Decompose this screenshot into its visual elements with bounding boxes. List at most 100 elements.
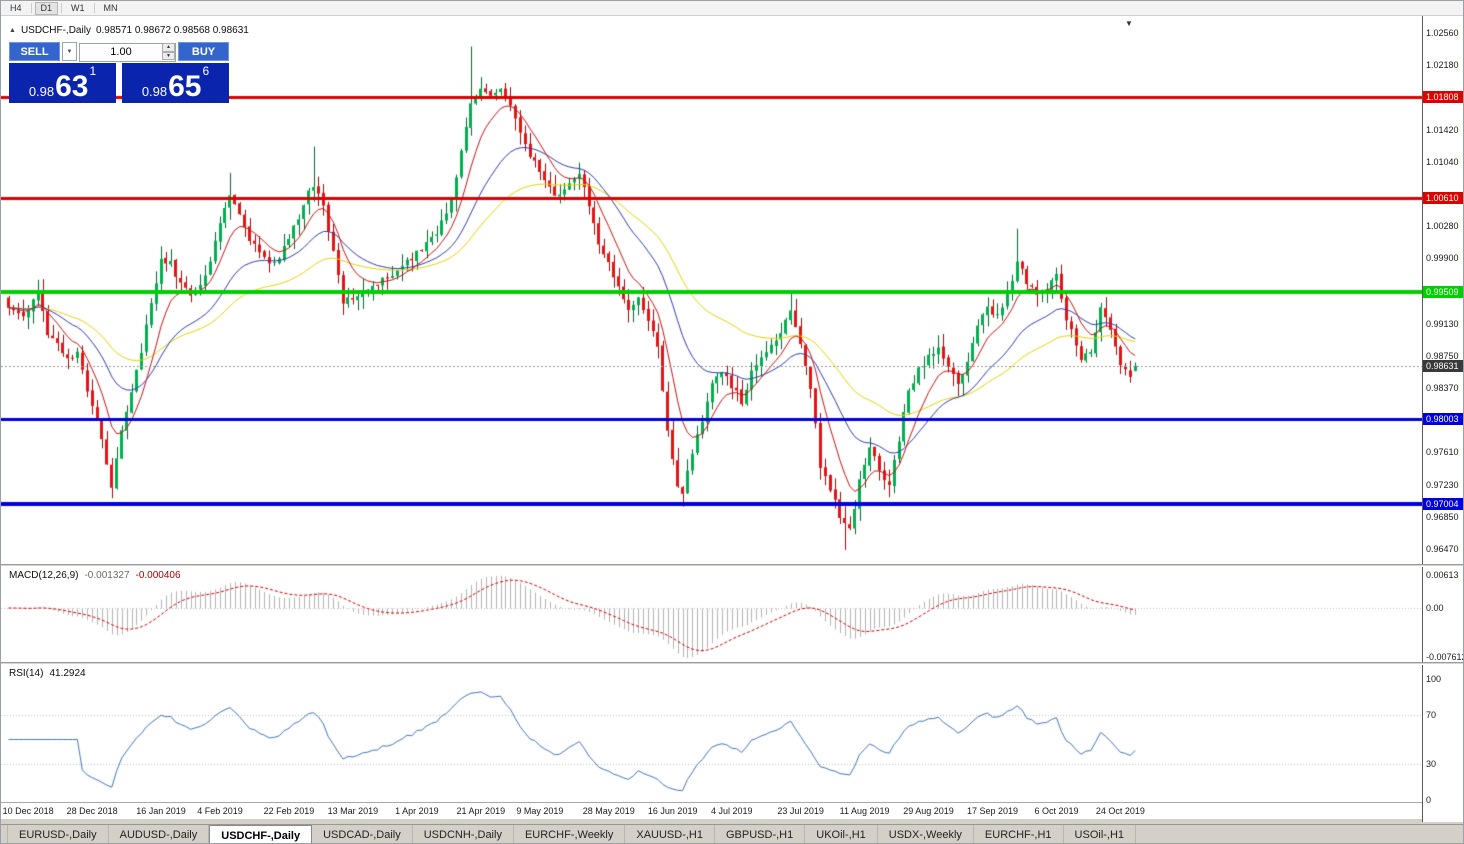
axis-tick: 1.01420: [1426, 124, 1459, 135]
date-label: 17 Sep 2019: [966, 806, 1019, 816]
date-label: 28 Dec 2018: [66, 806, 118, 816]
volume-decrement-button[interactable]: ▼: [162, 51, 175, 60]
collapse-panel-icon[interactable]: ▲: [9, 27, 16, 34]
buy-button[interactable]: BUY: [178, 42, 229, 61]
sell-price-pip-digit: 1: [89, 64, 97, 78]
price-level-badge: 0.98003: [1423, 413, 1463, 426]
macd-signal-value: -0.000406: [135, 570, 181, 581]
sell-button[interactable]: SELL: [9, 42, 60, 61]
date-label: 1 Apr 2019: [395, 806, 439, 816]
timeframe-w1[interactable]: W1: [65, 2, 91, 15]
volume-preset-dropdown[interactable]: ▼: [62, 42, 77, 61]
axis-tick: 70: [1426, 710, 1437, 721]
chart-tab-eurchf-h1[interactable]: EURCHF-,H1: [974, 825, 1064, 843]
macd-indicator-name: MACD(12,26,9): [9, 570, 79, 581]
axis-tick: 100: [1426, 674, 1442, 684]
rsi-indicator-name: RSI(14): [9, 668, 44, 679]
date-label: 16 Jan 2019: [136, 806, 186, 816]
date-label: 24 Oct 2019: [1095, 806, 1145, 816]
chart-tab-usoil-h1[interactable]: USOil-,H1: [1064, 825, 1137, 843]
chart-tab-usdx-weekly[interactable]: USDX-,Weekly: [878, 825, 974, 843]
macd-main-value: -0.001327: [84, 570, 130, 581]
volume-input[interactable]: [79, 42, 176, 62]
volume-increment-button[interactable]: ▲: [162, 43, 175, 52]
main-chart-canvas[interactable]: [1, 16, 1422, 564]
date-label: 4 Feb 2019: [197, 806, 243, 816]
trade-buttons-row: SELL ▼ ▲ ▼ BUY: [9, 42, 229, 62]
date-label: 21 Apr 2019: [456, 806, 506, 816]
timeframe-toolbar: H4 D1 W1 MN: [1, 1, 1463, 16]
chart-tab-eurchf-weekly[interactable]: EURCHF-,Weekly: [514, 825, 626, 843]
trade-prices-row: 0.98 63 1 0.98 65 6: [9, 63, 229, 103]
toolbar-separator: [61, 3, 63, 13]
macd-canvas[interactable]: [1, 567, 1422, 662]
axis-tick: 0.97230: [1426, 479, 1459, 490]
one-click-trading-panel: SELL ▼ ▲ ▼ BUY 0.98 63 1 0.98 65 6: [9, 42, 229, 103]
axis-tick: 0.99900: [1426, 253, 1459, 264]
rsi-label: RSI(14) 41.2924: [9, 668, 86, 679]
buy-price-display[interactable]: 0.98 65 6: [122, 63, 229, 103]
axis-tick: 30: [1426, 758, 1437, 769]
axis-tick: 0: [1426, 795, 1432, 805]
date-label: 29 Aug 2019: [903, 806, 954, 816]
rsi-value: 41.2924: [49, 668, 86, 679]
toolbar-separator: [30, 3, 32, 13]
axis-tick: -0.007612: [1426, 652, 1464, 662]
timeframe-h4[interactable]: H4: [4, 2, 28, 15]
timeframe-d1[interactable]: D1: [34, 1, 59, 15]
chart-symbol-title: USDCHF-,Daily: [20, 25, 91, 36]
date-label: 28 May 2019: [582, 806, 635, 816]
price-axis: 1.02560 1.02180 1.01420 1.01040 1.00280 0.999…: [1422, 16, 1464, 822]
date-label: 13 Mar 2019: [327, 806, 379, 816]
sell-price-display[interactable]: 0.98 63 1: [9, 63, 116, 103]
chart-tab-usdchf-daily[interactable]: USDCHF-,Daily: [209, 825, 313, 843]
axis-tick: 0.98370: [1426, 383, 1459, 394]
rsi-canvas[interactable]: [1, 665, 1422, 802]
axis-tick: 0.00: [1426, 603, 1444, 613]
date-label: 4 Jul 2019: [710, 806, 753, 816]
axis-tick: 1.00280: [1426, 221, 1459, 232]
toolbar-separator: [93, 3, 95, 13]
chart-ohlc-values: 0.98571 0.98672 0.98568 0.98631: [95, 25, 249, 36]
price-level-badge: 1.00610: [1423, 192, 1463, 205]
axis-tick: 0.97610: [1426, 447, 1459, 458]
axis-tick: 0.99130: [1426, 318, 1459, 329]
axis-tick: 1.01040: [1426, 156, 1459, 167]
chart-tabs-bar: EURUSD-,Daily AUDUSD-,Daily USDCHF-,Daily U…: [1, 824, 1463, 843]
time-axis: 10 Dec 2018 28 Dec 2018 16 Jan 2019 4 Feb 2…: [1, 802, 1422, 819]
macd-label: MACD(12,26,9) -0.001327 -0.000406: [9, 570, 181, 581]
date-label: 9 May 2019: [516, 806, 564, 816]
date-label: 22 Feb 2019: [263, 806, 315, 816]
date-label: 10 Dec 2018: [2, 806, 54, 816]
price-level-badge: 0.99509: [1423, 285, 1463, 298]
buy-price-pip-digit: 6: [202, 64, 210, 78]
chevron-down-icon: ▼: [66, 48, 73, 55]
chart-tab-ukoil-h1[interactable]: UKOil-,H1: [805, 825, 878, 843]
axis-tick: 1.02560: [1426, 28, 1459, 39]
timeframe-mn[interactable]: MN: [98, 2, 124, 15]
chart-tab-eurusd-daily[interactable]: EURUSD-,Daily: [7, 825, 109, 843]
chart-tab-usdcad-daily[interactable]: USDCAD-,Daily: [312, 825, 413, 843]
buy-price-prefix: 0.98: [141, 84, 168, 99]
bid-price-badge: 0.98631: [1423, 359, 1463, 372]
date-label: 6 Oct 2019: [1034, 806, 1079, 816]
chart-tab-gbpusd-h1[interactable]: GBPUSD-,H1: [715, 825, 806, 843]
axis-tick: 0.98750: [1426, 350, 1459, 361]
pane-divider[interactable]: [1, 662, 1463, 665]
bottom-strip: [1, 819, 1463, 824]
chart-header: ▲ USDCHF-,Daily 0.98571 0.98672 0.98568 …: [9, 25, 249, 36]
sell-price-prefix: 0.98: [28, 84, 55, 99]
date-label: 23 Jul 2019: [777, 806, 824, 816]
chart-tab-xauusd-h1[interactable]: XAUUSD-,H1: [625, 825, 715, 843]
chart-tab-usdcnh-daily[interactable]: USDCNH-,Daily: [413, 825, 514, 843]
axis-tick: 0.96850: [1426, 511, 1459, 522]
chevron-down-icon[interactable]: ▼: [1125, 19, 1133, 28]
axis-tick: 1.02180: [1426, 60, 1459, 71]
volume-spinner: ▲ ▼: [162, 43, 175, 60]
chart-tab-audusd-daily[interactable]: AUDUSD-,Daily: [109, 825, 210, 843]
axis-tick: 0.00613: [1426, 570, 1459, 580]
volume-field-wrap: ▲ ▼: [79, 42, 176, 62]
date-label: 11 Aug 2019: [839, 806, 890, 816]
pane-divider[interactable]: [1, 564, 1463, 567]
